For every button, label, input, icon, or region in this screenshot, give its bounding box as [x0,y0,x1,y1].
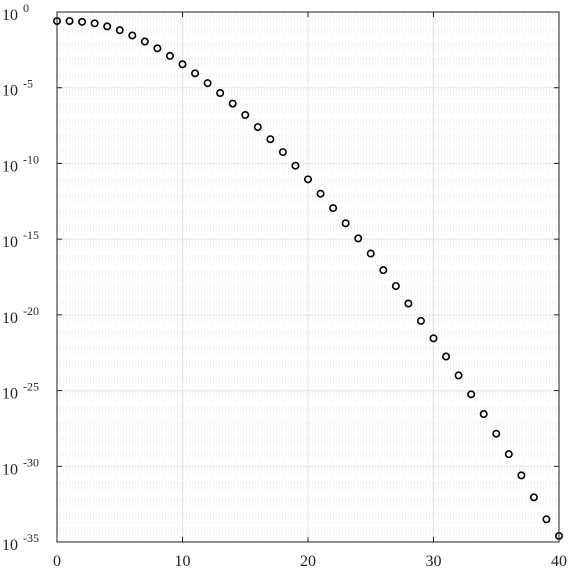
data-point [241,110,250,119]
y-tick-label-exponent: -5 [23,77,33,91]
y-tick-label: 10 0 [2,1,29,24]
y-tick-label-base: 10 [2,537,18,554]
data-point [191,69,200,78]
y-tick-label: 10 -25 [2,380,39,403]
y-tick-label-base: 10 [2,310,18,327]
y-tick-label-base: 10 [2,83,18,100]
data-point [529,493,538,502]
data-point [492,429,501,438]
data-point [391,282,400,291]
data-point [140,37,149,46]
data-point [128,31,137,40]
y-tick-label-base: 10 [2,234,18,251]
y-tick-label-base: 10 [2,158,18,175]
data-point [253,123,262,132]
y-tick-label: 10 -30 [2,455,39,478]
data-point [454,371,463,380]
data-point [266,135,275,144]
data-point [467,390,476,399]
data-point [78,17,87,26]
y-tick-label-exponent: -30 [23,455,39,469]
data-point [504,450,513,459]
data-point [442,352,451,361]
data-point [65,17,74,26]
data-point [366,249,375,258]
data-point [303,175,312,184]
data-point [103,22,112,31]
data-point [404,299,413,308]
data-point [203,79,212,88]
data-point [165,51,174,60]
y-tick-label-exponent: 0 [23,1,29,15]
x-tick-label: 10 [175,553,191,570]
y-tick-label-base: 10 [2,386,18,403]
data-point [416,316,425,325]
data-point [354,234,363,243]
data-point [291,161,300,170]
y-tick-label-exponent: -25 [23,380,39,394]
y-tick-label: 10 -10 [2,152,39,175]
grid-layer [56,11,560,543]
data-point [379,266,388,275]
data-point [479,410,488,419]
y-tick-label-base: 10 [2,7,18,24]
data-point [228,99,237,108]
data-point [517,471,526,480]
y-tick-label-exponent: -10 [23,152,39,166]
data-point [341,219,350,228]
x-tick-label: 0 [53,553,61,570]
data-point [153,44,162,53]
x-tick-label: 40 [551,553,567,570]
y-tick-label: 10 -15 [2,228,39,251]
y-tick-label-base: 10 [2,461,18,478]
x-tick-label: 30 [426,553,442,570]
y-tick-label: 10 -35 [2,531,39,554]
data-point [278,148,287,157]
data-point [216,89,225,98]
data-point [329,204,338,213]
y-tick-label-exponent: -15 [23,228,39,242]
y-tick-label-exponent: -20 [23,304,39,318]
data-point [316,189,325,198]
data-point [429,334,438,343]
y-tick-label: 10 -5 [2,77,33,100]
data-point [542,515,551,524]
data-point [90,19,99,28]
y-tick-label: 10 -20 [2,304,39,327]
y-tick-label-exponent: -35 [23,531,39,545]
axes [56,11,560,543]
data-point [115,26,124,35]
x-tick-label: 20 [300,553,316,570]
data-point [178,60,187,69]
